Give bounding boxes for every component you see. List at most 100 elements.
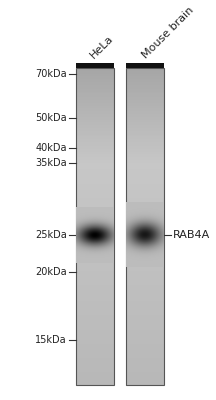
Bar — [76, 377, 114, 379]
Bar — [126, 261, 164, 264]
Bar — [76, 73, 114, 75]
Bar — [126, 315, 164, 317]
Text: 40kDa: 40kDa — [35, 143, 67, 153]
Bar — [76, 87, 114, 89]
Bar — [126, 216, 164, 218]
Bar — [76, 314, 114, 316]
Bar — [126, 173, 164, 175]
Bar — [76, 382, 114, 384]
Bar — [126, 254, 164, 256]
Bar — [76, 214, 114, 216]
Bar — [126, 238, 164, 240]
Bar — [126, 328, 164, 330]
Bar — [126, 155, 164, 157]
Bar — [76, 162, 114, 164]
Bar — [126, 177, 164, 180]
Bar — [76, 160, 114, 162]
Bar — [76, 306, 114, 308]
Bar — [76, 206, 114, 208]
Bar — [126, 103, 164, 105]
Bar — [126, 100, 164, 102]
Bar — [76, 236, 114, 238]
Bar — [76, 261, 114, 264]
Bar — [76, 246, 114, 248]
Bar — [76, 363, 114, 365]
Bar — [126, 192, 164, 194]
Bar — [76, 209, 114, 211]
Bar — [76, 190, 114, 192]
Bar — [76, 173, 114, 175]
Bar — [126, 326, 164, 328]
Bar — [76, 241, 114, 243]
Bar — [76, 127, 114, 129]
Bar — [76, 144, 114, 146]
Bar — [126, 263, 164, 265]
Text: Mouse brain: Mouse brain — [140, 4, 195, 60]
Bar — [126, 333, 164, 335]
Bar — [76, 304, 114, 306]
Bar — [76, 163, 114, 165]
Bar — [126, 334, 164, 336]
Bar — [76, 352, 114, 354]
Bar — [126, 84, 164, 86]
Bar — [126, 353, 164, 355]
Bar — [76, 112, 114, 114]
Bar — [76, 146, 114, 148]
Bar — [126, 341, 164, 343]
Bar — [126, 376, 164, 378]
Bar — [76, 114, 114, 116]
Bar — [76, 368, 114, 370]
Bar — [76, 117, 114, 119]
Bar — [76, 125, 114, 127]
Bar — [126, 209, 164, 211]
Bar — [126, 198, 164, 200]
Bar — [76, 119, 114, 121]
Bar — [126, 272, 164, 274]
Bar — [126, 361, 164, 363]
Bar — [126, 218, 164, 221]
Bar — [76, 233, 114, 235]
Bar — [126, 214, 164, 216]
Bar — [126, 280, 164, 282]
Bar — [76, 277, 114, 279]
Bar — [126, 139, 164, 142]
Bar — [76, 196, 114, 198]
Bar — [76, 68, 114, 385]
Bar — [126, 236, 164, 238]
Bar — [126, 306, 164, 308]
Bar — [76, 269, 114, 271]
Bar — [76, 336, 114, 338]
Bar — [76, 168, 114, 170]
Bar — [76, 372, 114, 374]
Bar — [76, 230, 114, 232]
Bar — [76, 182, 114, 184]
Bar — [126, 125, 164, 127]
Bar — [126, 296, 164, 298]
Bar — [76, 317, 114, 319]
Bar — [76, 353, 114, 355]
Bar — [76, 177, 114, 180]
Bar — [126, 136, 164, 138]
Bar — [76, 79, 114, 81]
Bar — [76, 360, 114, 362]
Bar — [76, 255, 114, 257]
Bar — [76, 100, 114, 102]
Bar — [76, 345, 114, 348]
Bar — [126, 208, 164, 210]
Bar — [126, 364, 164, 366]
Bar — [126, 277, 164, 279]
Bar — [126, 266, 164, 268]
Bar — [76, 293, 114, 295]
Bar — [126, 228, 164, 230]
Bar — [76, 258, 114, 260]
Bar — [126, 233, 164, 235]
Bar — [126, 150, 164, 152]
Bar — [126, 292, 164, 294]
Bar — [126, 284, 164, 286]
Bar — [76, 81, 114, 83]
Bar — [126, 220, 164, 222]
Bar — [126, 350, 164, 352]
Bar — [126, 246, 164, 248]
Text: 35kDa: 35kDa — [35, 158, 67, 168]
Bar — [126, 352, 164, 354]
